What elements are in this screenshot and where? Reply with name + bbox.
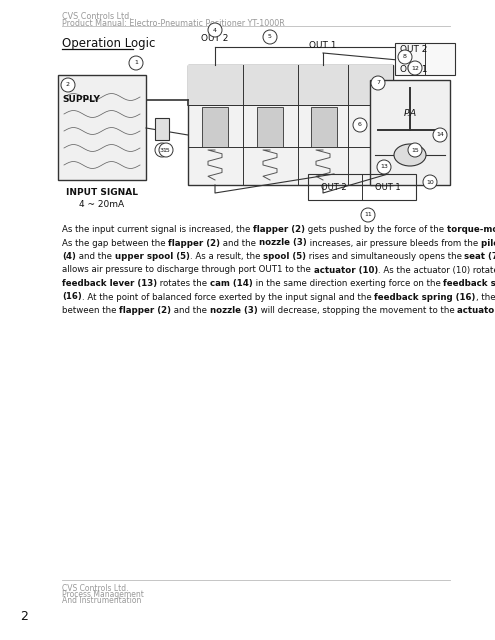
Text: increases, air pressure bleeds from the: increases, air pressure bleeds from the — [307, 239, 481, 248]
Circle shape — [408, 143, 422, 157]
Text: and the: and the — [76, 252, 115, 261]
Text: 15: 15 — [162, 147, 170, 152]
Text: . As the actuator (10) rotates, the: . As the actuator (10) rotates, the — [378, 266, 495, 275]
Text: will decrease, stopping the movement to the: will decrease, stopping the movement to … — [258, 306, 457, 315]
Bar — [155, 118, 169, 140]
Text: and the: and the — [220, 239, 259, 248]
Circle shape — [408, 61, 422, 75]
Text: 8: 8 — [403, 54, 407, 60]
Text: 1: 1 — [134, 61, 138, 65]
Text: nozzle (3): nozzle (3) — [210, 306, 258, 315]
Text: between the: between the — [62, 306, 119, 315]
Bar — [311, 107, 337, 147]
Text: 14: 14 — [436, 132, 444, 138]
Text: 2: 2 — [20, 610, 28, 623]
Text: 4: 4 — [213, 28, 217, 33]
Text: cam (14): cam (14) — [210, 279, 253, 288]
Bar — [395, 43, 455, 75]
Text: 11: 11 — [364, 212, 372, 218]
Text: OUT 1: OUT 1 — [400, 65, 428, 74]
Text: flapper (2): flapper (2) — [168, 239, 220, 248]
Circle shape — [353, 118, 367, 132]
Text: CVS Controls Ltd.: CVS Controls Ltd. — [62, 584, 129, 593]
Text: 2: 2 — [66, 83, 70, 88]
Text: SUPPLY: SUPPLY — [62, 95, 100, 104]
Circle shape — [433, 128, 447, 142]
Circle shape — [61, 78, 75, 92]
Text: spool (5): spool (5) — [263, 252, 306, 261]
Text: 15: 15 — [411, 147, 419, 152]
Text: allows air pressure to discharge through port OUT1 to the: allows air pressure to discharge through… — [62, 266, 314, 275]
Text: As the input current signal is increased, the: As the input current signal is increased… — [62, 225, 253, 234]
Text: flapper (2): flapper (2) — [253, 225, 305, 234]
Text: nozzle (3): nozzle (3) — [259, 239, 307, 248]
Circle shape — [398, 50, 412, 64]
Bar — [58, 75, 146, 180]
Bar — [370, 80, 450, 185]
Text: torque-motor (1): torque-motor (1) — [447, 225, 495, 234]
Text: actuator (10): actuator (10) — [314, 266, 378, 275]
Text: OUT 1: OUT 1 — [375, 182, 401, 191]
Text: rotates the: rotates the — [157, 279, 210, 288]
Circle shape — [155, 143, 169, 157]
Text: As the gap between the: As the gap between the — [62, 239, 168, 248]
Text: . At the point of balanced force exerted by the input signal and the: . At the point of balanced force exerted… — [82, 292, 374, 301]
Text: , the gap: , the gap — [476, 292, 495, 301]
Text: 13: 13 — [380, 164, 388, 170]
Text: OUT 2: OUT 2 — [321, 182, 347, 191]
Text: 10: 10 — [426, 179, 434, 184]
Text: pilot valve: pilot valve — [481, 239, 495, 248]
Circle shape — [263, 30, 277, 44]
Text: Product Manual: Electro-Pneumatic Positioner YT-1000R: Product Manual: Electro-Pneumatic Positi… — [62, 19, 285, 28]
Text: upper spool (5): upper spool (5) — [115, 252, 190, 261]
Text: OUT 2: OUT 2 — [400, 45, 427, 54]
Text: 5: 5 — [268, 35, 272, 40]
Text: 12: 12 — [411, 65, 419, 70]
Text: feedback spring (16): feedback spring (16) — [374, 292, 476, 301]
Text: Operation Logic: Operation Logic — [62, 37, 155, 50]
Text: flapper (2): flapper (2) — [119, 306, 171, 315]
Text: rises and simultaneously opens the: rises and simultaneously opens the — [306, 252, 464, 261]
Circle shape — [208, 23, 222, 37]
Text: seat (7): seat (7) — [464, 252, 495, 261]
Text: OUT 2: OUT 2 — [201, 34, 229, 43]
Text: in the same direction exerting force on the: in the same direction exerting force on … — [253, 279, 444, 288]
Circle shape — [371, 76, 385, 90]
Circle shape — [377, 160, 391, 174]
Circle shape — [129, 56, 143, 70]
Circle shape — [361, 208, 375, 222]
Text: . As a result, the: . As a result, the — [190, 252, 263, 261]
Text: INPUT SIGNAL: INPUT SIGNAL — [66, 188, 138, 197]
Text: OUT 1: OUT 1 — [309, 41, 337, 50]
Bar — [308, 174, 416, 200]
Ellipse shape — [394, 144, 426, 166]
Bar — [202, 107, 228, 147]
Text: (16): (16) — [62, 292, 82, 301]
Text: and the: and the — [171, 306, 210, 315]
Text: feedback lever (13): feedback lever (13) — [62, 279, 157, 288]
Bar — [188, 65, 393, 105]
Circle shape — [423, 175, 437, 189]
Text: P.A: P.A — [403, 109, 417, 118]
Text: CVS Controls Ltd.: CVS Controls Ltd. — [62, 12, 132, 21]
Text: Process Management: Process Management — [62, 590, 144, 599]
Text: 4 ~ 20mA: 4 ~ 20mA — [79, 200, 125, 209]
Text: (4): (4) — [62, 252, 76, 261]
Circle shape — [159, 143, 173, 157]
Text: gets pushed by the force of the: gets pushed by the force of the — [305, 225, 447, 234]
Text: And Instrumentation: And Instrumentation — [62, 596, 142, 605]
Bar — [257, 107, 283, 147]
Text: 7: 7 — [376, 81, 380, 86]
Text: actuator (10): actuator (10) — [457, 306, 495, 315]
Text: 3: 3 — [160, 147, 164, 152]
Text: 6: 6 — [358, 122, 362, 127]
Text: feedback spring: feedback spring — [444, 279, 495, 288]
Bar — [188, 65, 393, 185]
